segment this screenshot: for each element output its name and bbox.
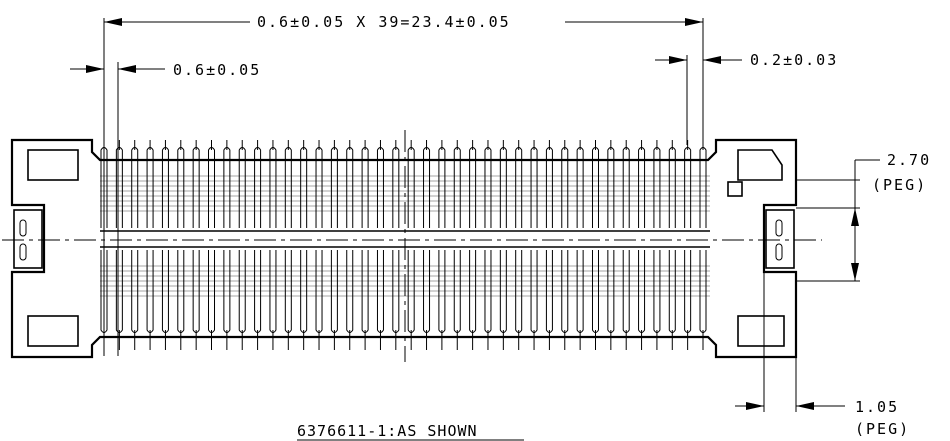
- left-bottom-pocket: [27, 315, 79, 347]
- housing-outline: [10, 138, 798, 359]
- dimension-pitch-total: 0.6±0.05 X 39=23.4±0.05: [104, 13, 703, 31]
- connector-housing: [10, 138, 798, 359]
- dimension-pitch: 0.6±0.05: [70, 61, 261, 79]
- contact-width-label: 0.2±0.03: [750, 51, 838, 69]
- right-peg-slot: [775, 243, 783, 261]
- left-peg-slot: [19, 219, 27, 237]
- left-top-pocket: [27, 149, 79, 181]
- peg-width-value: 1.05: [855, 398, 899, 416]
- right-peg-slot: [775, 219, 783, 237]
- polarization-mark: [727, 181, 743, 197]
- dimension-peg-height: 2.70 (PEG): [796, 151, 931, 281]
- left-peg: [13, 209, 43, 269]
- extension-lines: [103, 18, 860, 412]
- dimension-contact-width: 0.2±0.03: [655, 51, 838, 69]
- right-bottom-pocket: [737, 315, 785, 347]
- drawing-caption: 6376611-1:AS SHOWN: [297, 422, 478, 440]
- right-top-pocket: [737, 149, 783, 181]
- pitch-total-label: 0.6±0.05 X 39=23.4±0.05: [257, 13, 511, 31]
- peg-height-note: (PEG): [872, 176, 927, 194]
- left-peg-slot: [19, 243, 27, 261]
- peg-width-note: (PEG): [855, 420, 910, 438]
- right-peg: [765, 209, 795, 269]
- pitch-label: 0.6±0.05: [173, 61, 261, 79]
- dimension-peg-width: 1.05 (PEG): [735, 398, 910, 438]
- peg-height-value: 2.70: [887, 151, 931, 169]
